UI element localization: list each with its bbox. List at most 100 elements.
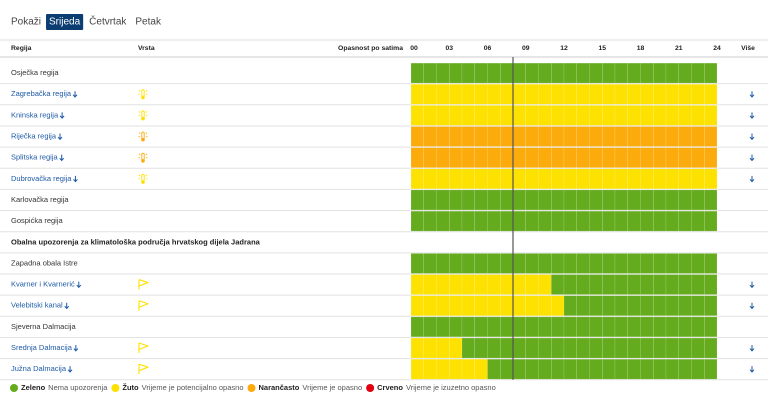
hour-cell xyxy=(461,105,475,126)
hour-cell xyxy=(563,274,577,295)
hour-cell xyxy=(665,253,679,274)
hour-cell xyxy=(474,147,488,168)
hour-cell xyxy=(551,147,565,168)
hour-cell xyxy=(551,253,565,274)
hour-cell xyxy=(691,274,705,295)
hour-cell xyxy=(563,84,577,105)
hour-cell xyxy=(691,337,705,359)
hour-cell xyxy=(653,105,667,126)
hour-cell xyxy=(449,126,463,147)
more-arrow[interactable] xyxy=(749,302,755,310)
hour-cell xyxy=(678,105,692,126)
region-name[interactable]: Kvarner i Kvarnerić xyxy=(11,280,75,289)
hour-cell xyxy=(640,168,654,190)
day-tab[interactable]: Srijeda xyxy=(46,14,84,30)
more-arrow[interactable] xyxy=(749,112,755,119)
hour-cell xyxy=(653,84,667,105)
hour-cell xyxy=(436,316,450,338)
hour-cell xyxy=(512,168,526,190)
hour-cell xyxy=(665,105,679,126)
hour-cell xyxy=(614,274,628,295)
icon-part xyxy=(138,363,149,375)
hour-cell xyxy=(589,105,603,126)
hour-cell xyxy=(551,168,565,190)
hour-cell xyxy=(436,126,450,147)
hour-cell xyxy=(627,210,641,232)
hour-cell xyxy=(589,62,603,84)
region-name[interactable]: Kninska regija xyxy=(11,110,59,119)
hour-cell xyxy=(461,253,475,274)
heat-icon xyxy=(138,131,148,142)
expand-arrow xyxy=(67,366,73,373)
hour-cell xyxy=(576,147,590,168)
hour-cell xyxy=(602,62,616,84)
hour-cell xyxy=(512,295,526,316)
icon-part xyxy=(138,342,149,354)
hour-cell xyxy=(449,62,463,84)
hour-cell xyxy=(538,337,552,359)
header-more: Više xyxy=(741,45,755,52)
hour-cell xyxy=(678,210,692,232)
icon-part xyxy=(145,174,148,177)
hour-cell xyxy=(538,210,552,232)
hour-cell xyxy=(614,316,628,338)
more-arrow[interactable] xyxy=(749,366,755,373)
hour-cell xyxy=(449,358,463,380)
hour-cell xyxy=(691,210,705,232)
region-name[interactable]: Riječka regija xyxy=(11,132,57,141)
hour-cell xyxy=(678,62,692,84)
hour-cell xyxy=(614,168,628,190)
day-tab[interactable]: Četvrtak xyxy=(89,15,127,28)
hour-cell xyxy=(563,358,577,380)
region-name[interactable]: Splitska regija xyxy=(11,153,59,162)
hour-cell xyxy=(563,210,577,232)
hour-cell xyxy=(410,295,424,316)
hour-cell xyxy=(602,337,616,359)
region-name: Sjeverna Dalmacija xyxy=(11,322,76,331)
heat-icon xyxy=(138,89,148,100)
more-arrow[interactable] xyxy=(749,175,755,183)
hour-cell xyxy=(487,337,501,359)
hour-cell xyxy=(602,358,616,380)
more-arrow[interactable] xyxy=(749,154,755,162)
hour-cell xyxy=(576,316,590,338)
hour-cell xyxy=(653,274,667,295)
hour-cell xyxy=(551,189,565,211)
hour-cell xyxy=(602,253,616,274)
hour-cell xyxy=(474,316,488,338)
section-title: Obalna upozorenja za klimatološka područ… xyxy=(11,237,261,246)
hour-cell xyxy=(474,168,488,190)
region-name[interactable]: Zagrebačka regija xyxy=(11,89,72,98)
region-name[interactable]: Velebitski kanal xyxy=(11,301,63,310)
region-name[interactable]: Južna Dalmacija xyxy=(11,364,67,373)
day-tab[interactable]: Petak xyxy=(135,17,162,28)
hour-cell xyxy=(563,126,577,147)
hour-cell xyxy=(538,358,552,380)
hour-cell xyxy=(614,84,628,105)
more-arrow[interactable] xyxy=(749,133,755,141)
region-name[interactable]: Srednja Dalmacija xyxy=(11,343,73,352)
hour-cell xyxy=(487,126,501,147)
more-arrow[interactable] xyxy=(749,345,755,352)
region-name[interactable]: Dubrovačka regija xyxy=(11,174,72,183)
wind-icon xyxy=(138,363,149,375)
hour-cell xyxy=(525,210,539,232)
hour-cell xyxy=(627,147,641,168)
hour-cell xyxy=(627,189,641,211)
hour-cell xyxy=(551,316,565,338)
hour-cell xyxy=(500,147,514,168)
hour-cell xyxy=(436,358,450,380)
hour-cell xyxy=(449,210,463,232)
wind-icon xyxy=(138,300,149,311)
icon-part xyxy=(138,111,141,113)
hour-cell xyxy=(512,253,526,274)
hour-cell xyxy=(512,189,526,211)
hour-cell xyxy=(474,337,488,359)
hour-cell xyxy=(653,337,667,359)
more-arrow[interactable] xyxy=(749,91,755,98)
header-region: Regija xyxy=(11,45,32,52)
legend-name: Žuto xyxy=(122,383,139,392)
hour-cell xyxy=(576,253,590,274)
more-arrow[interactable] xyxy=(749,281,755,289)
